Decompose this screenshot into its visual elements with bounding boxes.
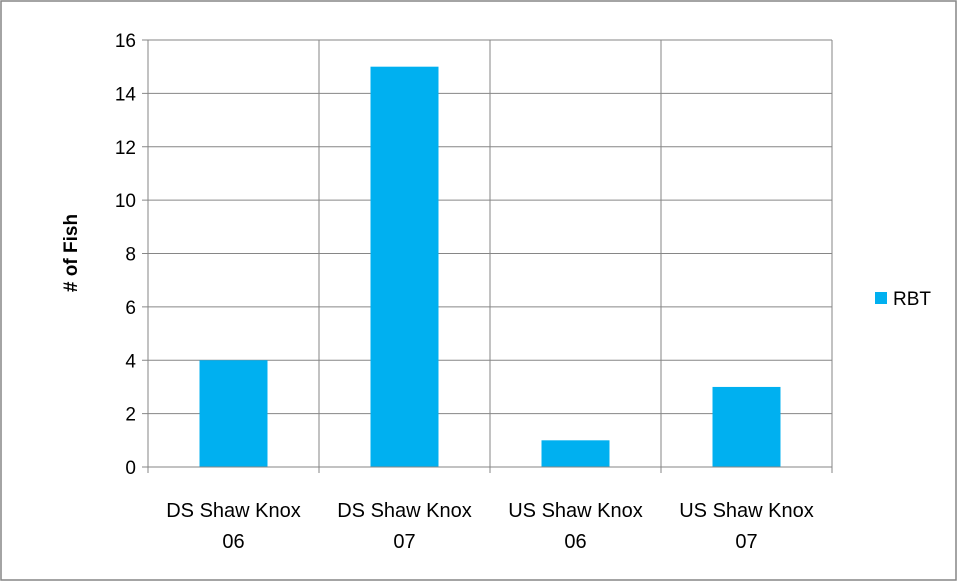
x-category-label: 07 — [735, 531, 757, 553]
bar-3 — [541, 440, 610, 467]
legend: RBT — [875, 289, 931, 310]
y-tick-label: 8 — [125, 245, 136, 266]
x-category-labels: DS Shaw Knox 06 DS Shaw Knox 07 US Shaw Knox… — [166, 500, 814, 553]
y-tick-label: 10 — [115, 191, 136, 212]
x-category-label: 06 — [222, 531, 244, 553]
bars — [199, 66, 781, 467]
x-category-label: DS Shaw Knox — [166, 500, 301, 522]
x-category-label: US Shaw Knox — [679, 500, 814, 522]
y-axis-label: # of Fish — [61, 214, 82, 292]
x-category-label: 06 — [564, 531, 586, 553]
axes — [142, 39, 833, 473]
x-category-label: US Shaw Knox — [508, 500, 643, 522]
y-tick-label: 16 — [115, 31, 136, 52]
x-category-label: 07 — [393, 531, 415, 553]
y-tick-label: 14 — [115, 84, 137, 105]
y-tick-labels: 0 2 4 6 8 10 12 14 16 — [115, 31, 137, 479]
bar-4 — [712, 386, 781, 467]
y-tick-label: 2 — [125, 405, 136, 426]
bar-2 — [370, 66, 439, 467]
legend-label-rbt: RBT — [893, 289, 931, 310]
y-tick-label: 0 — [125, 458, 136, 479]
legend-swatch-rbt — [875, 292, 887, 304]
x-category-label: DS Shaw Knox — [337, 500, 472, 522]
y-tick-label: 4 — [125, 351, 136, 372]
bar-1 — [199, 360, 268, 467]
y-tick-label: 6 — [125, 298, 136, 319]
y-tick-label: 12 — [115, 138, 136, 159]
